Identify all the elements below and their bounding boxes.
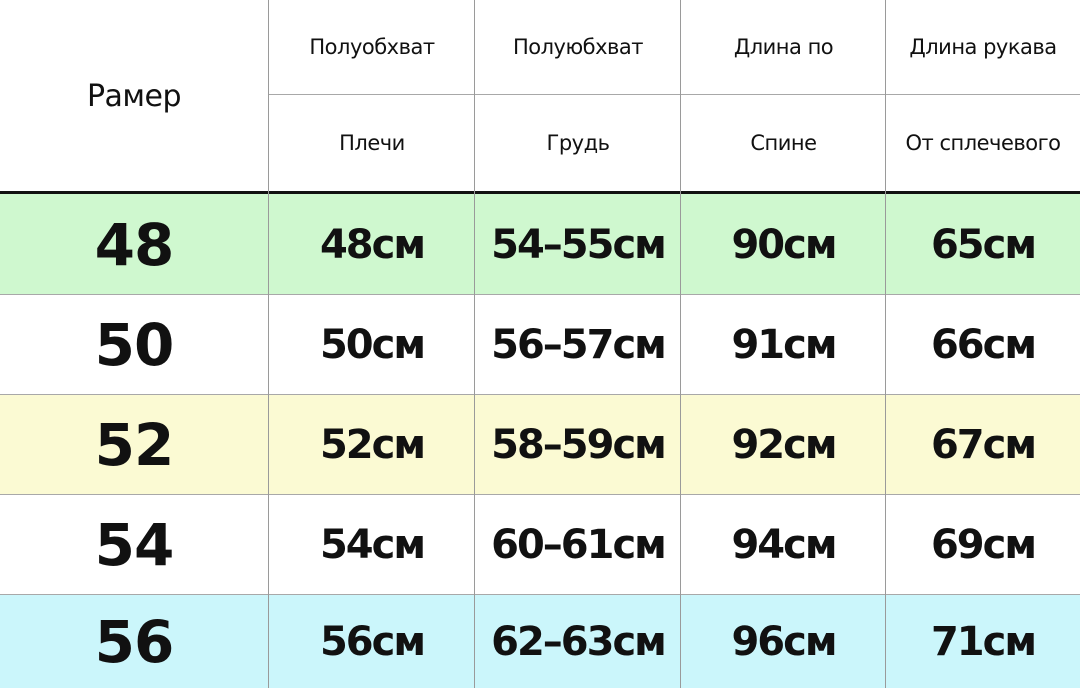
measurement-cell: 94см (731, 522, 837, 568)
measurement-cell: 91см (731, 322, 837, 368)
measurement-cell: 60–61см (491, 522, 667, 568)
size-cell: 54 (94, 511, 175, 579)
size-cell: 52 (94, 411, 175, 479)
size-column-header: Рамер (86, 78, 182, 114)
column-header-top: Длина рукава (909, 35, 1057, 59)
size-cell: 50 (94, 311, 175, 379)
table-row (0, 295, 1080, 395)
column-header-bottom: Плечи (339, 131, 405, 155)
column-header-bottom: Спине (750, 131, 817, 155)
column-header-top: Длина по (733, 35, 834, 59)
row-divider (0, 494, 1080, 495)
measurement-cell: 71см (930, 618, 1037, 665)
table-row (0, 595, 1080, 688)
table-row (0, 495, 1080, 595)
header-bottom-border (0, 191, 1080, 194)
table-row (0, 194, 1080, 295)
table-row (0, 395, 1080, 495)
measurement-cell: 56см (319, 618, 426, 665)
measurement-cell: 69см (930, 522, 1037, 568)
size-cell: 48 (94, 210, 175, 279)
measurement-cell: 96см (731, 618, 837, 665)
measurement-cell: 54см (319, 522, 426, 568)
measurement-cell: 54–55см (491, 221, 667, 268)
measurement-cell: 56–57см (491, 322, 667, 368)
measurement-cell: 65см (930, 221, 1037, 268)
row-divider (0, 394, 1080, 395)
measurement-cell: 48см (319, 221, 426, 268)
column-header-bottom: Грудь (546, 131, 610, 155)
column-divider (885, 0, 886, 688)
measurement-cell: 90см (731, 221, 837, 268)
measurement-cell: 67см (930, 422, 1037, 468)
measurement-cell: 66см (930, 322, 1037, 368)
row-divider (0, 294, 1080, 295)
measurement-cell: 92см (731, 422, 837, 468)
size-cell: 56 (94, 607, 175, 676)
column-header-top: Полуобхват (309, 35, 435, 59)
measurement-cell: 50см (319, 322, 426, 368)
column-divider (474, 0, 475, 688)
column-divider (268, 0, 269, 688)
column-header-bottom: От сплечевого (905, 131, 1062, 155)
column-header-top: Полуюбхват (512, 35, 644, 59)
column-divider (680, 0, 681, 688)
row-divider (0, 594, 1080, 595)
measurement-cell: 52см (319, 422, 426, 468)
measurement-cell: 62–63см (491, 618, 667, 665)
header-subdivider (268, 94, 1080, 95)
measurement-cell: 58–59см (491, 422, 667, 468)
